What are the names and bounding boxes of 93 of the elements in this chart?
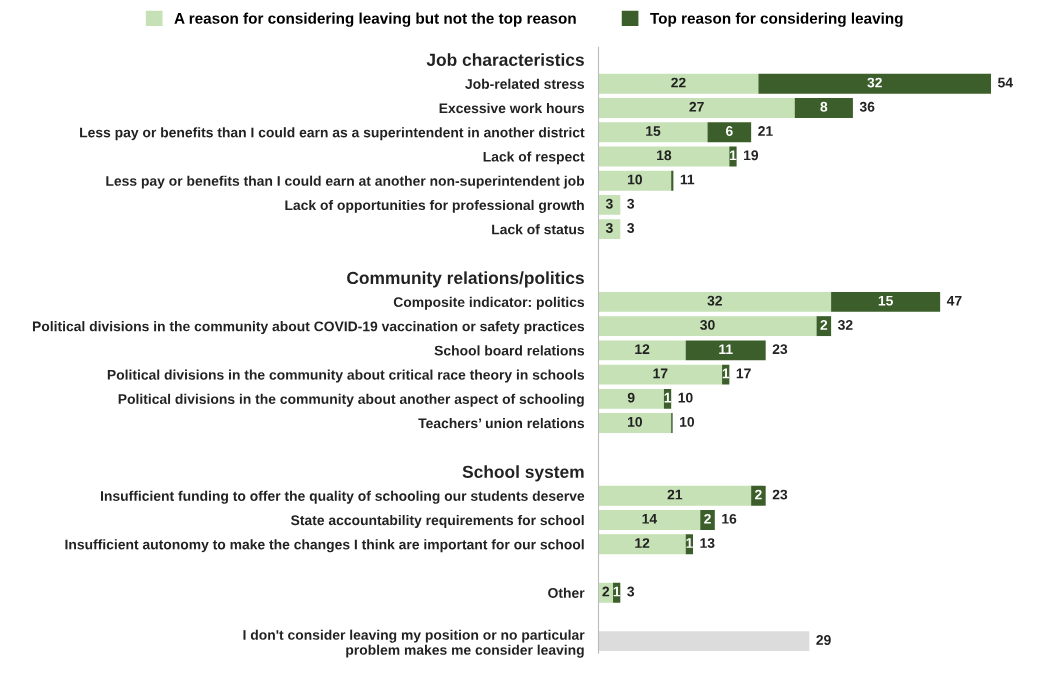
y-tick-label: I don't consider leaving my position or no particular problem makes me consider leaving <box>243 629 585 658</box>
data-label: 22 <box>671 77 686 88</box>
data-label: 30 <box>700 320 715 330</box>
data-label: 15 <box>646 126 661 136</box>
data-label: 11 <box>719 344 733 354</box>
bar <box>598 388 664 409</box>
y-tick-label: Political divisions in the community about COVID-19 vaccination or safety practices <box>32 321 585 335</box>
bar <box>671 170 674 191</box>
data-label: 32 <box>707 295 722 306</box>
total-label: 3 <box>627 198 635 209</box>
bar <box>707 122 752 143</box>
total-label: 47 <box>946 295 962 306</box>
y-tick-label: Less pay or benefits than I could earn at another non-superintendent job <box>106 175 585 189</box>
total-label: 23 <box>772 489 788 500</box>
total-label: 36 <box>859 101 875 112</box>
data-label: 8 <box>820 101 828 112</box>
y-tick-label: Lack of respect <box>483 151 585 165</box>
bar <box>598 291 832 312</box>
data-label: 17 <box>653 368 668 379</box>
data-label: 21 <box>667 489 683 500</box>
y-tick-label: Job characteristics <box>426 53 584 66</box>
y-tick-label: Insufficient autonomy to make the changes I think are important for our school <box>65 539 584 553</box>
bar <box>598 73 759 94</box>
data-label: 10 <box>628 174 642 185</box>
bar <box>685 340 766 361</box>
bar <box>758 73 992 94</box>
bar <box>598 510 701 530</box>
total-label: 21 <box>758 126 773 136</box>
total-label: 3 <box>627 586 635 597</box>
total-label: 3 <box>627 223 635 233</box>
bar <box>598 170 672 191</box>
data-label: 1 <box>664 392 672 403</box>
data-label: 10 <box>628 416 642 427</box>
bar <box>598 98 795 118</box>
bar <box>751 485 766 506</box>
bar <box>598 485 752 506</box>
data-label: 15 <box>878 295 893 306</box>
total-label: 11 <box>680 174 695 185</box>
data-label: 18 <box>657 150 672 161</box>
total-label: 32 <box>837 320 853 330</box>
y-tick-label: Political divisions in the community about critical race theory in schools <box>107 369 585 383</box>
total-label: 16 <box>722 513 737 524</box>
data-label: 12 <box>635 344 650 354</box>
y-tick-label: Less pay or benefits than I could earn as a superintendent in another district <box>80 127 585 141</box>
y-tick-label: Community relations/politics <box>347 271 584 288</box>
data-label: 3 <box>605 223 613 233</box>
y-tick-label: Lack of status <box>492 224 585 235</box>
data-label: 2 <box>602 586 610 597</box>
bar <box>598 122 708 143</box>
total-label: 29 <box>816 635 831 645</box>
data-label: 2 <box>755 489 762 500</box>
y-tick-label: Excessive work hours <box>439 102 585 114</box>
y-tick-label: Political divisions in the community about another aspect of schooling <box>118 393 584 407</box>
data-label: 2 <box>820 320 828 330</box>
data-label: 6 <box>725 126 733 136</box>
total-label: 19 <box>744 150 759 161</box>
legend-label: Top reason for considering leaving <box>650 12 903 27</box>
total-label: 10 <box>680 416 695 427</box>
y-tick-label: Job-related stress <box>465 78 585 89</box>
data-label: 27 <box>689 101 704 112</box>
y-tick-label: State accountability requirements for school <box>290 514 584 528</box>
bar <box>598 316 817 337</box>
total-label: 54 <box>997 77 1013 88</box>
y-tick-label: Composite indicator: politics <box>393 296 585 310</box>
data-label: 2 <box>704 513 711 524</box>
data-label: 1 <box>729 150 737 161</box>
data-label: 32 <box>867 77 882 88</box>
data-label: 12 <box>635 538 650 548</box>
y-tick-label: School system <box>462 465 584 482</box>
y-tick-label: Teachers’ union relations <box>418 418 585 429</box>
bar <box>598 534 686 555</box>
y-tick-label: Insufficient funding to offer the quality of schooling our students deserve <box>101 490 585 504</box>
total-label: 13 <box>700 538 715 548</box>
data-label: 9 <box>627 392 635 403</box>
y-tick-label: Other <box>548 587 585 598</box>
bar <box>598 364 723 385</box>
y-tick-label: Lack of opportunities for professional growth <box>285 199 584 213</box>
total-label: 17 <box>736 368 751 379</box>
data-label: 14 <box>642 514 658 524</box>
bar <box>598 631 810 652</box>
data-label: 3 <box>605 198 613 209</box>
data-label: 1 <box>686 538 693 548</box>
data-label: 1 <box>613 586 621 597</box>
total-label: 23 <box>772 344 788 355</box>
total-label: 10 <box>678 392 693 403</box>
bar <box>598 146 730 167</box>
bar <box>598 413 672 433</box>
bar <box>700 510 715 530</box>
y-tick-label: School board relations <box>434 345 585 356</box>
bar <box>794 98 853 118</box>
bar <box>831 291 941 312</box>
bar <box>598 340 686 361</box>
legend-label: A reason for considering leaving but not the top reason <box>174 12 576 27</box>
